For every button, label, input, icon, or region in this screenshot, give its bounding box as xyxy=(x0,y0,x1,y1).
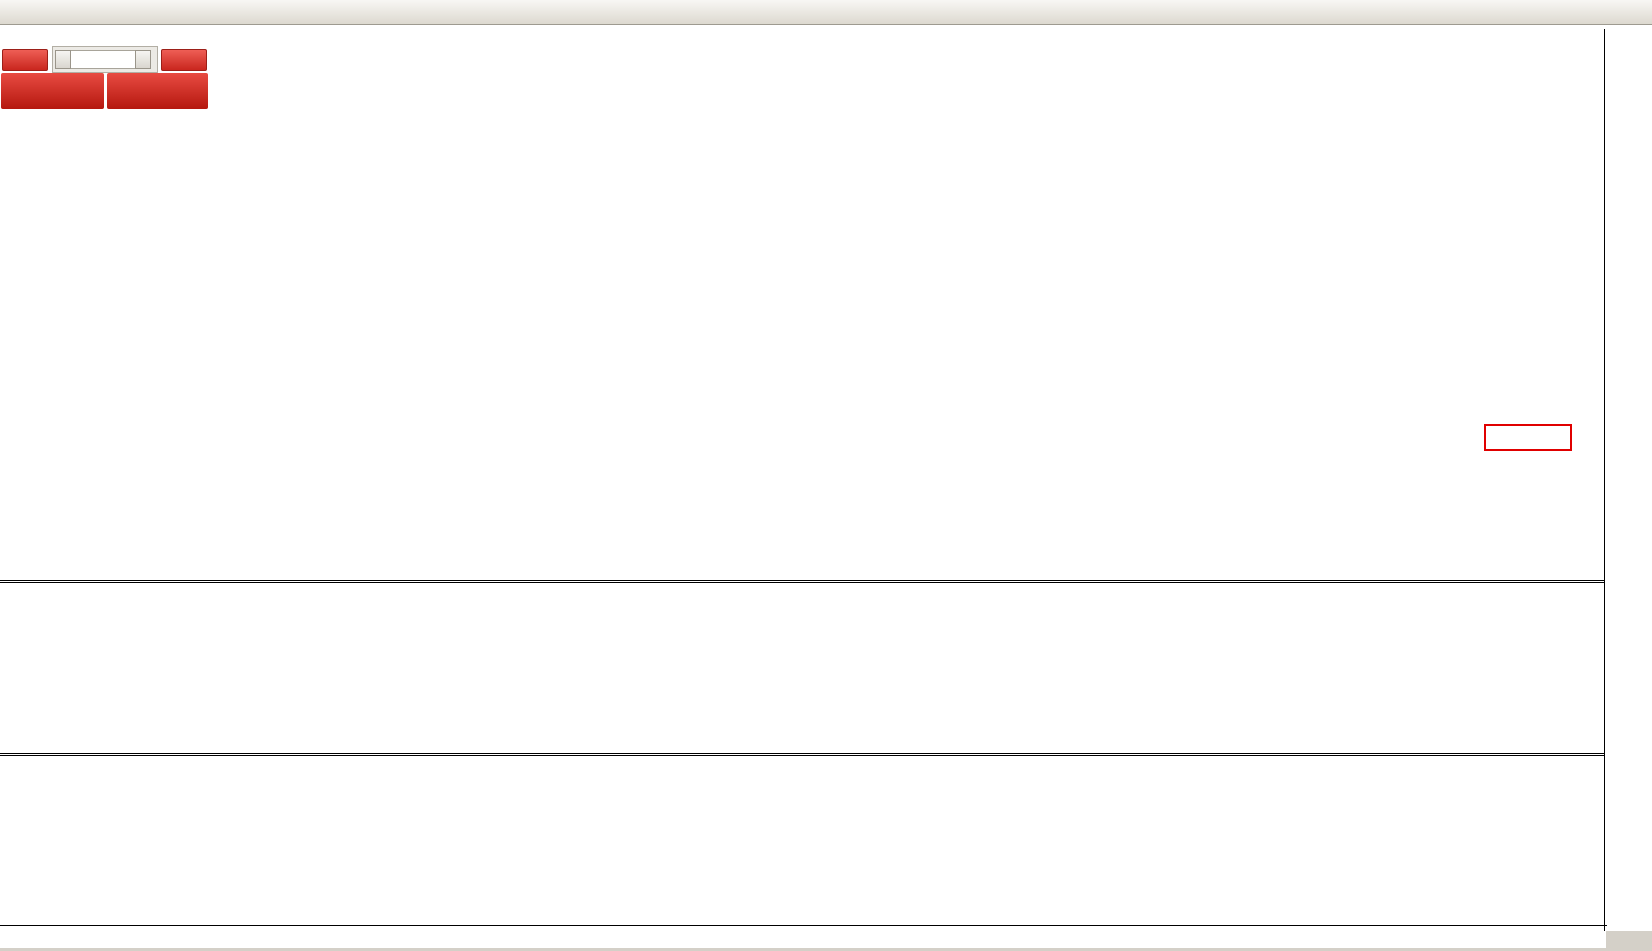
volume-control xyxy=(52,46,158,73)
volume-increase-button[interactable] xyxy=(135,50,151,69)
time-axis-line xyxy=(0,925,1607,926)
main-chart-surface[interactable] xyxy=(0,25,1607,581)
one-click-trading-panel xyxy=(1,46,208,109)
price-axis-border[interactable] xyxy=(1604,29,1605,931)
sell-button[interactable] xyxy=(2,49,48,71)
bottom-strip xyxy=(0,948,1652,951)
buy-button[interactable] xyxy=(161,49,207,71)
macd-panel-surface[interactable] xyxy=(0,583,1607,752)
panel-separator[interactable] xyxy=(0,753,1605,754)
annotation-price-callout xyxy=(1484,424,1572,451)
volume-input[interactable] xyxy=(71,50,135,69)
rsi-panel-surface[interactable] xyxy=(0,756,1607,925)
volume-decrease-button[interactable] xyxy=(55,50,71,69)
sell-price-display[interactable] xyxy=(1,73,104,109)
axis-corner xyxy=(1606,931,1652,951)
panel-separator[interactable] xyxy=(0,582,1605,583)
panel-separator[interactable] xyxy=(0,755,1605,756)
buy-price-display[interactable] xyxy=(107,73,208,109)
main-toolbar xyxy=(0,0,1652,25)
panel-separator[interactable] xyxy=(0,580,1605,581)
